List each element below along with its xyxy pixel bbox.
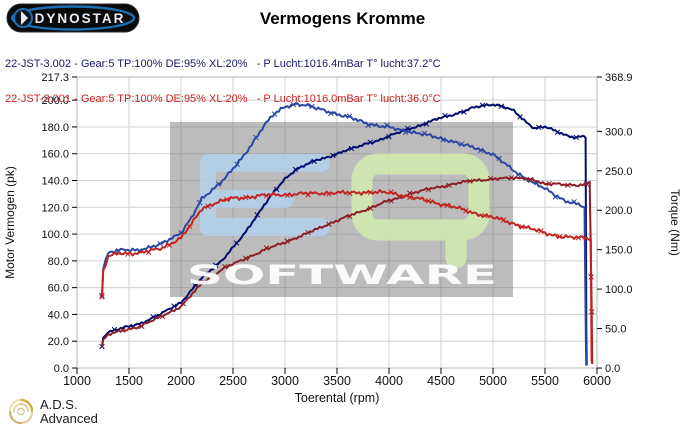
y-left-tick-label: 0.0 <box>54 363 69 375</box>
y-right-tick-label: 50.0 <box>605 324 626 336</box>
y-left-tick-label: 60.0 <box>48 283 69 295</box>
series-4 <box>99 189 593 362</box>
series-1 <box>99 102 588 366</box>
series-3 <box>101 174 595 365</box>
y-left-tick-label: 100.0 <box>41 229 69 241</box>
x-tick-label: 5000 <box>479 374 507 388</box>
run-legend: 22-JST-3.002 - Gear:5 TP:100% DE:95% XL:… <box>5 36 441 128</box>
legend-run-002: 22-JST-3.002 - Gear:5 TP:100% DE:95% XL:… <box>5 58 441 70</box>
dynostar-logo-text: DYNOSTAR <box>35 11 126 26</box>
ads-pinwheel-icon <box>8 398 34 425</box>
y-left-tick-label: 120.0 <box>41 202 69 214</box>
footer: A.D.S. Advanced Dyno Station <box>6 396 98 428</box>
watermark-letter-q <box>351 153 490 269</box>
series-2 <box>99 101 588 366</box>
y-right-tick-label: 150.0 <box>605 245 633 257</box>
y-right-tick-label: 250.0 <box>605 166 633 178</box>
watermark-word: SOFTWARE <box>187 260 497 291</box>
y-left-axis-title: Motor Vermogen (pk) <box>3 166 17 279</box>
dynostar-logo: DYNOSTAR <box>6 3 140 33</box>
footer-brand-sub: Advanced Dyno Station <box>40 411 98 428</box>
y-left-tick-label: 200.0 <box>41 95 69 107</box>
y-right-tick-label: 100.0 <box>605 284 633 296</box>
x-tick-label: 6000 <box>583 374 611 388</box>
y-left-tick-label: 80.0 <box>48 256 69 268</box>
x-tick-label: 5500 <box>531 374 559 388</box>
legend-run-001: 22-JST-3.001 - Gear:5 TP:100% DE:95% XL:… <box>5 92 441 105</box>
y-left-tick-label: 180.0 <box>41 122 69 134</box>
y-left-tick-label: 140.0 <box>41 176 69 188</box>
x-tick-label: 4500 <box>427 374 455 388</box>
header: DYNOSTAR Vermogens Kromme 22-JST-3.002 -… <box>0 0 685 104</box>
x-tick-label: 2500 <box>219 374 247 388</box>
x-tick-label: 1500 <box>115 374 143 388</box>
y-left-tick-label: 40.0 <box>48 309 69 321</box>
x-tick-label: 3000 <box>271 374 299 388</box>
page-title: Vermogens Kromme <box>259 9 426 28</box>
axes: 217.3 200.0 180.0 160.0 140.0 120.0 100.0 80.0 6… <box>3 72 682 405</box>
y-left-tick-label: 20.0 <box>48 336 69 348</box>
x-tick-label: 2000 <box>167 374 195 388</box>
y-right-tick-label: 300.0 <box>605 126 633 138</box>
y-right-tick-label: 200.0 <box>605 205 633 217</box>
y-left-tick-label: 160.0 <box>41 149 69 161</box>
y-right-tick-label: 0.0 <box>605 363 620 375</box>
footer-brand: A.D.S. <box>40 397 78 412</box>
x-axis-title: Toerental (rpm) <box>295 391 380 405</box>
x-tick-label: 4000 <box>375 374 403 388</box>
x-tick-label: 1000 <box>63 374 91 388</box>
y-left-tick-label: 217.3 <box>41 72 69 84</box>
y-right-tick-label: 368.9 <box>605 72 633 84</box>
y-right-axis-title: Torque (Nm) <box>668 189 682 256</box>
x-tick-label: 3500 <box>323 374 351 388</box>
